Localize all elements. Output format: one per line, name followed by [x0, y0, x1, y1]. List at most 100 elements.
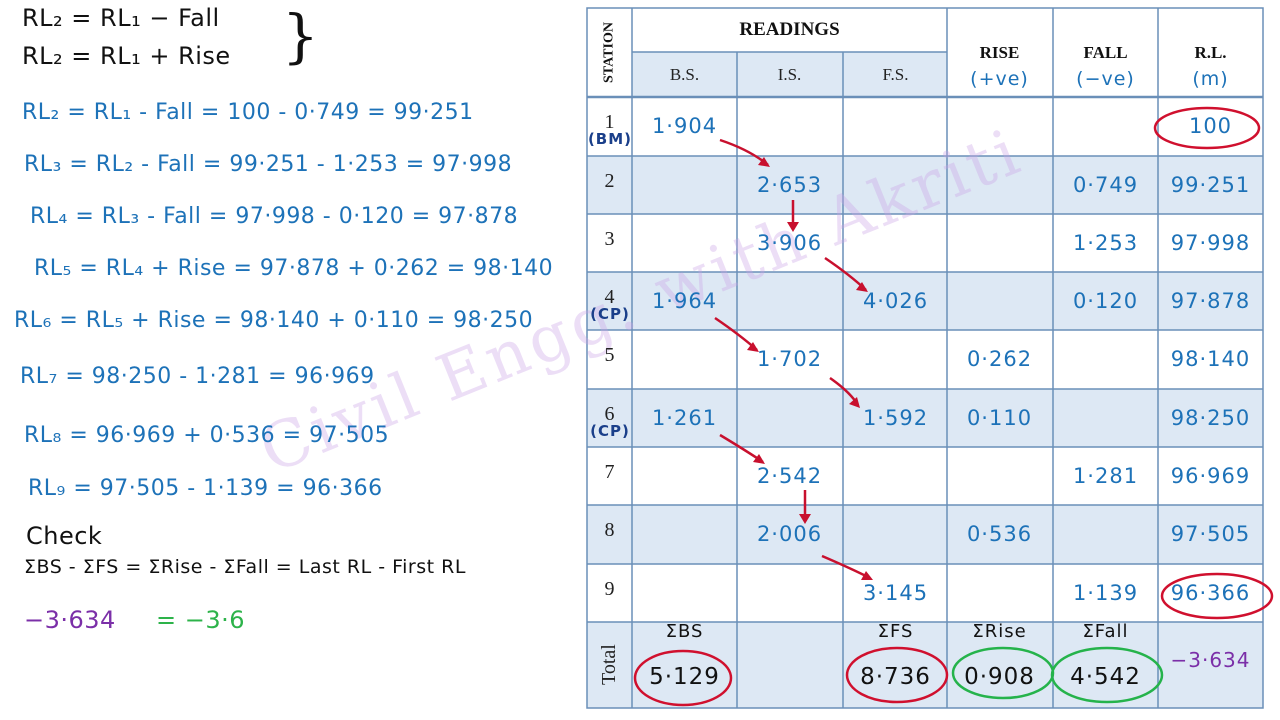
cell-bs: 1·904 [651, 114, 718, 138]
cell-rl: 98·140 [1170, 347, 1251, 371]
circle [1050, 646, 1164, 704]
header-rl: R.L. [1194, 43, 1227, 62]
arrow-head [861, 571, 873, 580]
station: 7 [604, 460, 615, 483]
station: 8 [604, 518, 615, 541]
circle [1160, 572, 1274, 620]
circle [845, 646, 949, 704]
arrow-head [787, 222, 799, 232]
cell-is: 2·542 [756, 464, 823, 488]
cell-fs: 3·145 [862, 581, 929, 605]
cell-rise: 0·110 [966, 406, 1033, 430]
cell-rl: 97·998 [1170, 231, 1251, 255]
row-shading [587, 52, 1263, 708]
header-fs: F.S. [882, 64, 909, 84]
row-shade [587, 622, 1263, 708]
check-right: = −3·6 [156, 606, 246, 634]
circles [633, 106, 1274, 707]
cell-fall: 0·749 [1072, 173, 1139, 197]
header-rise_sign: (+ve) [970, 68, 1029, 90]
arrow-heads [747, 157, 873, 580]
calculation: RL₅ = RL₄ + Rise = 97·878 + 0·262 = 98·1… [34, 256, 554, 281]
formula: RL₂ = RL₁ − Fall [22, 4, 220, 32]
cell-rl: 97·878 [1170, 289, 1251, 313]
total-bs: 5·129 [649, 664, 720, 690]
station: 3 [604, 227, 615, 250]
total-bs-label: ΣBS [665, 620, 704, 642]
cell-rl: 97·505 [1170, 522, 1251, 546]
cell-rl: 99·251 [1170, 173, 1251, 197]
station: 9 [604, 577, 615, 600]
station: 4 [604, 285, 615, 308]
calculation: RL₂ = RL₁ - Fall = 100 - 0·749 = 99·251 [22, 100, 474, 125]
cell-is: 2·006 [756, 522, 823, 546]
arrow-head [753, 454, 765, 464]
cell-bs: 1·964 [651, 289, 718, 313]
cell-rl: 98·250 [1170, 406, 1251, 430]
calculation: RL₃ = RL₂ - Fall = 99·251 - 1·253 = 97·9… [24, 152, 513, 177]
cell-rl: 96·366 [1170, 581, 1251, 605]
row-shade [587, 389, 1263, 447]
cell-fall: 0·120 [1072, 289, 1139, 313]
calculation: RL₉ = 97·505 - 1·139 = 96·366 [28, 476, 383, 501]
station: 2 [604, 169, 615, 192]
row-shade [587, 505, 1263, 564]
formula: RL₂ = RL₁ + Rise [22, 42, 231, 70]
arrow-head [856, 282, 868, 292]
arrow-head [758, 157, 770, 167]
cell-rise: 0·262 [966, 347, 1033, 371]
row-shade [587, 156, 1263, 214]
station-note: (CP) [590, 305, 630, 323]
header-fall: FALL [1083, 43, 1128, 62]
total-label: Total [598, 644, 620, 686]
total-fs: 8·736 [860, 664, 931, 690]
cell-fall: 1·253 [1072, 231, 1139, 255]
cell-is: 1·702 [756, 347, 823, 371]
total-rise-label: ΣRise [972, 620, 1027, 642]
station-note: (CP) [590, 422, 630, 440]
check-equation: ΣBS - ΣFS = ΣRise - ΣFall = Last RL - Fi… [24, 556, 466, 578]
cell-fall: 1·139 [1072, 581, 1139, 605]
calculation: RL₈ = 96·969 + 0·536 = 97·505 [24, 423, 390, 448]
total-fall: 4·542 [1070, 664, 1141, 690]
circle [633, 649, 733, 707]
cell-fs: 1·592 [862, 406, 929, 430]
total-fall-label: ΣFall [1082, 620, 1129, 642]
circle [1153, 106, 1261, 150]
cell-is: 2·653 [756, 173, 823, 197]
total-rise: 0·908 [964, 664, 1035, 690]
header-readings: READINGS [739, 19, 840, 40]
cell-rise: 0·536 [966, 522, 1033, 546]
cell-is: 3·906 [756, 231, 823, 255]
cell-rl: 96·969 [1170, 464, 1251, 488]
subheader-shade [632, 52, 947, 97]
total-rl: −3·634 [1170, 648, 1251, 672]
arrow-head [747, 342, 759, 352]
station-note: (BM) [587, 130, 633, 148]
arrow-head [799, 514, 811, 524]
header-is: I.S. [777, 64, 802, 84]
calculation: RL₄ = RL₃ - Fall = 97·998 - 0·120 = 97·8… [30, 204, 519, 229]
header-station: STATION [601, 22, 617, 83]
cell-fs: 4·026 [862, 289, 929, 313]
cell-rl: 100 [1188, 114, 1233, 138]
check-left: −3·634 [24, 606, 116, 634]
header-fall_sign: (−ve) [1076, 68, 1135, 90]
row-shade [587, 272, 1263, 330]
total-fs-label: ΣFS [877, 620, 914, 642]
header-rl_unit: (m) [1192, 68, 1229, 90]
station: 1 [604, 110, 615, 133]
grid-lines [586, 7, 1264, 709]
header-bs: B.S. [669, 64, 700, 84]
table-border [586, 7, 1264, 709]
station: 5 [604, 343, 615, 366]
calculation: RL₇ = 98·250 - 1·281 = 96·969 [20, 364, 375, 389]
calculation: RL₆ = RL₅ + Rise = 98·140 + 0·110 = 98·2… [14, 308, 534, 333]
brace: } [282, 2, 319, 70]
cell-fall: 1·281 [1072, 464, 1139, 488]
cell-bs: 1·261 [651, 406, 718, 430]
arrow-head [849, 397, 860, 408]
station: 6 [604, 402, 615, 425]
